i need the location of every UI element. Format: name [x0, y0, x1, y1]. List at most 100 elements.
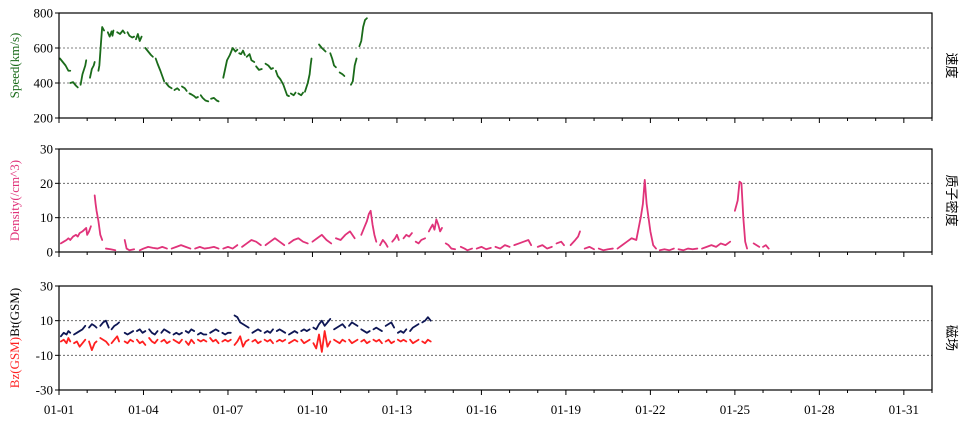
series-field-0-seg-8 [160, 328, 171, 334]
ytick-label-field-1: -10 [36, 348, 53, 363]
series-field-0-seg-10 [184, 328, 196, 334]
xtick-label-7: 01-22 [635, 402, 665, 417]
series-speed-0-seg-6 [116, 29, 126, 35]
series-field-1-seg-13 [221, 338, 232, 343]
series-speed-0-seg-29 [350, 57, 358, 86]
ytick-label-speed-0: 200 [34, 111, 54, 126]
series-density-0-seg-22 [494, 244, 511, 250]
series-field-0-seg-21 [333, 323, 347, 331]
ytick-label-field-0: -30 [36, 383, 53, 398]
ylabel-density: Density(/cm^3) [7, 160, 22, 241]
series-speed-0-seg-3 [89, 61, 96, 79]
series-field-1-seg-4 [110, 335, 120, 345]
series-field-1-seg-0 [59, 337, 72, 345]
series-density-0-seg-1 [93, 194, 104, 241]
panels-layer: 200 400 600 800 Speed(km/s) 速度 0 10 20 30 Density(… [7, 6, 959, 398]
series-speed-0-seg-7 [126, 31, 135, 39]
series-density-0-seg-21 [475, 245, 492, 251]
panel-speed: 200 400 600 800 Speed(km/s) 速度 [7, 6, 959, 126]
series-field-1-seg-16 [263, 338, 274, 345]
series-field-1-seg-28 [421, 338, 432, 345]
series-field-0-seg-0 [59, 330, 72, 338]
series-density-0-seg-32 [701, 240, 732, 250]
ytick-label-field-3: 30 [40, 279, 53, 294]
series-field-1-seg-7 [148, 337, 159, 345]
series-field-1-seg-23 [360, 338, 371, 345]
series-field-0-seg-28 [421, 316, 432, 324]
series-density-0-seg-6 [194, 245, 220, 250]
series-field-1-seg-18 [288, 338, 299, 345]
series-density-0-seg-23 [513, 239, 533, 247]
series-density-0-seg-7 [222, 244, 239, 250]
xtick-label-2: 01-07 [213, 402, 244, 417]
series-density-0-seg-0 [59, 225, 92, 245]
series-field-0-seg-7 [148, 328, 159, 336]
series-field-1-seg-20 [312, 330, 332, 353]
series-field-0-seg-18 [288, 330, 299, 336]
xtick-label-6: 01-19 [551, 402, 581, 417]
xtick-label-1: 01-04 [128, 402, 159, 417]
series-field-1-seg-5 [123, 338, 135, 345]
series-field-1-seg-27 [409, 338, 420, 345]
series-speed-0-seg-2 [79, 59, 88, 86]
side-label-field: 磁场 [943, 325, 958, 351]
series-density-0-seg-2 [105, 247, 117, 252]
ylabel-part-field-0: Bz(GSM) [7, 337, 22, 388]
series-speed-0-seg-9 [144, 47, 154, 58]
series-field-0-seg-3 [99, 319, 110, 329]
series-field-0-seg-17 [275, 328, 287, 334]
series-speed-0-seg-23 [289, 91, 297, 97]
series-speed-0-seg-11 [165, 82, 173, 90]
series-density-0-seg-33 [733, 180, 748, 250]
series-field-1-seg-21 [333, 338, 347, 345]
series-field-0-seg-12 [209, 328, 220, 334]
series-density-0-seg-18 [427, 218, 443, 233]
series-density-0-seg-5 [170, 244, 192, 250]
series-speed-0-seg-16 [210, 96, 220, 103]
series-density-0-seg-8 [241, 239, 262, 248]
ytick-label-speed-1: 400 [34, 76, 54, 91]
series-speed-0-seg-18 [238, 49, 246, 56]
series-speed-0-seg-17 [222, 47, 239, 79]
ylabel-field: Bz(GSM)Bt(GSM) [7, 288, 22, 388]
series-field-0-seg-22 [348, 321, 359, 327]
series-density-0-seg-14 [379, 239, 389, 248]
xtick-label-4: 01-13 [382, 402, 412, 417]
series-field-1-seg-12 [209, 337, 220, 345]
series-field-0-seg-15 [251, 328, 262, 334]
series-speed-0-seg-25 [304, 57, 313, 93]
series-field-0-seg-2 [88, 323, 98, 329]
series-field-0-seg-5 [123, 330, 135, 336]
series-density-0-seg-17 [414, 237, 426, 245]
ytick-label-density-0: 0 [47, 245, 54, 260]
series-density-0-seg-27 [583, 245, 595, 251]
series-field-1-seg-9 [172, 338, 183, 345]
series-speed-0-seg-8 [135, 33, 143, 42]
side-label-density: 质子密度 [943, 174, 959, 226]
series-field-0-seg-14 [233, 314, 250, 329]
series-speed-0-seg-22 [274, 69, 290, 98]
ytick-label-speed-2: 600 [34, 41, 54, 56]
series-speed-0-seg-21 [264, 62, 274, 70]
series-density-0-seg-35 [762, 244, 770, 250]
series-density-0-seg-31 [677, 247, 699, 252]
series-density-0-seg-24 [536, 244, 553, 250]
series-field-0-seg-27 [409, 323, 420, 332]
series-speed-0-seg-19 [245, 53, 256, 63]
series-field-1-seg-10 [184, 338, 196, 346]
series-field-0-seg-11 [197, 331, 208, 336]
ylabel-speed: Speed(km/s) [7, 33, 22, 99]
series-field-1-seg-1 [73, 338, 87, 348]
series-field-0-seg-25 [384, 321, 396, 329]
series-field-1-seg-25 [384, 338, 396, 345]
series-speed-0-seg-1 [69, 81, 79, 89]
ytick-label-density-3: 30 [40, 142, 53, 157]
panel-frame-density [58, 148, 933, 253]
series-density-0-seg-12 [335, 230, 356, 241]
xtick-label-5: 01-16 [466, 402, 497, 417]
xtick-label-3: 01-10 [297, 402, 327, 417]
xtick-label-9: 01-28 [804, 402, 834, 417]
series-field-0-seg-16 [263, 328, 274, 334]
series-speed-0-seg-20 [255, 65, 263, 71]
